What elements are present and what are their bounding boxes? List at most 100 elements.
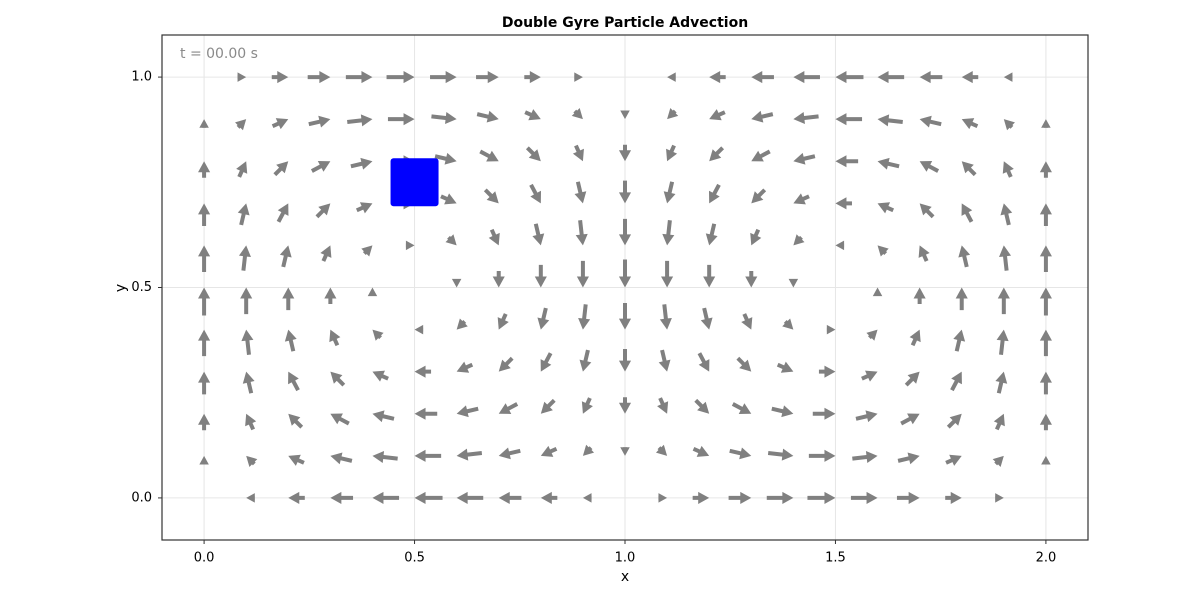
arrow — [1000, 203, 1013, 226]
arrow — [776, 361, 794, 373]
arrow — [896, 491, 920, 504]
arrow — [618, 218, 632, 246]
arrow — [525, 146, 541, 162]
arrow — [618, 259, 632, 288]
arrow — [198, 245, 211, 273]
arrow — [524, 71, 541, 84]
arrow — [372, 370, 389, 382]
arrow — [729, 447, 752, 460]
arrow — [347, 114, 373, 127]
arrow — [540, 491, 558, 504]
arrow — [793, 152, 816, 165]
arrow — [1039, 287, 1052, 316]
arrow — [445, 234, 457, 246]
arrow — [498, 447, 521, 460]
arrow — [282, 287, 295, 311]
arrow — [1039, 161, 1052, 178]
arrow — [793, 234, 805, 246]
arrow — [320, 245, 332, 262]
arrow — [414, 407, 438, 420]
arrow — [198, 287, 211, 316]
arrow — [330, 371, 346, 387]
arrow — [731, 402, 752, 414]
arrow — [235, 119, 247, 131]
arrow — [692, 491, 710, 504]
arrow — [877, 71, 905, 84]
arrow — [782, 318, 794, 330]
arrow — [1003, 119, 1015, 131]
arrow — [246, 455, 258, 467]
arrow — [703, 264, 716, 288]
arrow — [330, 452, 353, 465]
arrow — [961, 161, 977, 177]
arrow — [414, 449, 442, 462]
arrow — [852, 451, 878, 464]
arrow — [355, 202, 373, 214]
arrow — [271, 118, 289, 130]
x-tick-label: 0.0 — [194, 551, 215, 566]
arrow — [913, 287, 926, 305]
arrow — [578, 304, 591, 330]
arrow — [919, 203, 935, 219]
arrow — [276, 203, 289, 223]
arrow — [386, 71, 415, 84]
arrow — [866, 329, 878, 341]
arrow — [488, 228, 500, 246]
arrow — [1039, 245, 1052, 273]
arrow — [498, 491, 522, 504]
arrow — [961, 118, 979, 130]
arrow — [581, 397, 593, 414]
time-annotation: t = 00.00 s — [180, 46, 258, 62]
arrow — [996, 329, 1009, 356]
arrow — [745, 270, 758, 288]
arrow — [1041, 119, 1051, 128]
arrow — [751, 71, 774, 84]
arrow — [793, 193, 810, 205]
arrow — [961, 71, 979, 84]
arrow — [909, 329, 921, 347]
arrow — [245, 413, 257, 431]
arrow — [238, 245, 251, 271]
arrow — [240, 287, 253, 315]
arrow — [199, 455, 209, 465]
arrow — [579, 349, 592, 372]
arrow — [372, 329, 384, 341]
arrow — [709, 109, 726, 121]
particle — [390, 158, 439, 207]
arrow — [199, 119, 209, 128]
arrow — [736, 356, 752, 372]
arrow — [540, 445, 558, 457]
arrow — [705, 223, 718, 246]
arrow — [618, 397, 632, 414]
arrow — [279, 245, 292, 268]
x-tick-label: 0.5 — [404, 551, 425, 566]
arrow — [198, 413, 211, 431]
arrow — [246, 493, 255, 503]
arrow — [659, 304, 672, 330]
arrow — [995, 371, 1008, 394]
arrow — [308, 115, 331, 128]
arrow — [479, 149, 499, 162]
arrow — [663, 181, 676, 204]
arrow — [456, 318, 468, 330]
arrow — [766, 491, 794, 504]
arrow — [826, 324, 836, 335]
arrow — [904, 371, 920, 387]
arrow — [835, 197, 852, 210]
arrow — [350, 157, 373, 170]
arrow — [414, 491, 443, 504]
arrows — [198, 71, 1052, 504]
arrow — [236, 161, 248, 178]
arrow — [667, 108, 679, 120]
arrow — [709, 146, 725, 162]
arrow — [620, 110, 630, 120]
x-tick-label: 2.0 — [1036, 551, 1057, 566]
arrow — [950, 371, 962, 392]
arrow — [877, 114, 903, 127]
arrow — [897, 452, 920, 465]
arrow — [456, 405, 479, 418]
arrow — [618, 144, 632, 162]
arrow — [372, 451, 398, 464]
